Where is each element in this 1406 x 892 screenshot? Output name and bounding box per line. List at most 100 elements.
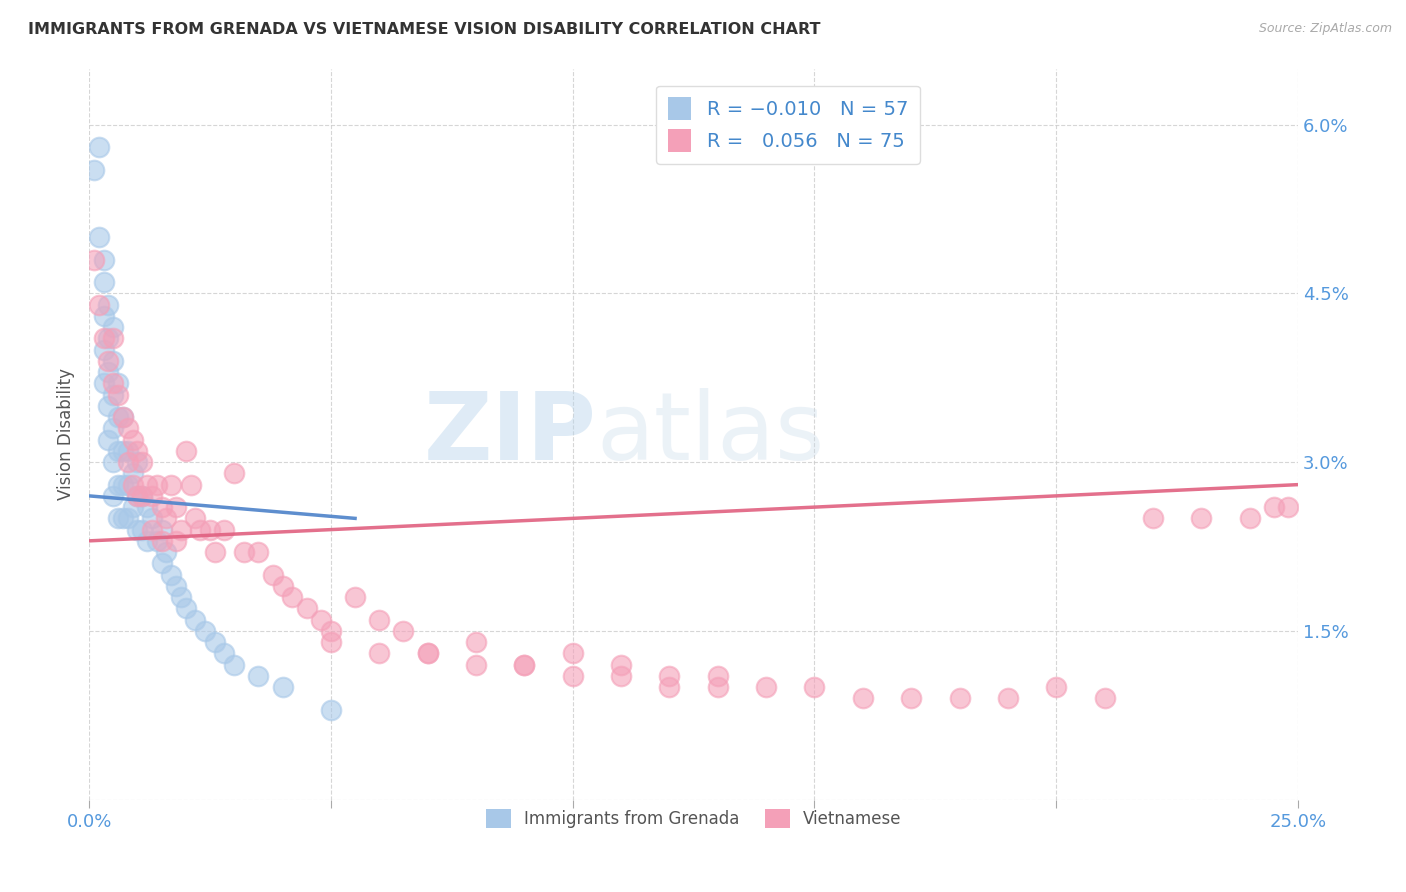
Point (103, 489, 125, 503)
Point (170, 590, 193, 604)
Point (561, 669, 583, 683)
Point (107, 376, 129, 391)
Point (1094, 691, 1116, 706)
Point (170, 523, 193, 537)
Point (174, 601, 197, 615)
Point (141, 511, 163, 525)
Point (561, 646, 583, 660)
Point (103, 354, 125, 368)
Point (1277, 500, 1299, 515)
Point (755, 680, 778, 694)
Point (141, 489, 163, 503)
Point (127, 489, 149, 503)
Point (658, 680, 681, 694)
Point (117, 421, 139, 435)
Point (160, 567, 183, 582)
Point (465, 635, 488, 649)
Point (87, 140, 110, 154)
Text: Source: ZipAtlas.com: Source: ZipAtlas.com (1258, 22, 1392, 36)
Point (103, 421, 125, 435)
Point (117, 511, 139, 525)
Point (121, 467, 143, 481)
Point (184, 613, 207, 627)
Point (204, 545, 226, 559)
Point (232, 545, 254, 559)
Legend: Immigrants from Grenada, Vietnamese: Immigrants from Grenada, Vietnamese (479, 803, 908, 835)
Point (117, 443, 139, 458)
Point (146, 477, 169, 491)
Point (281, 590, 304, 604)
Point (214, 523, 236, 537)
Point (93, 331, 115, 345)
Point (262, 567, 284, 582)
Point (309, 613, 332, 627)
Point (319, 702, 342, 716)
Point (127, 523, 149, 537)
Point (97, 298, 120, 312)
Point (416, 646, 439, 660)
Point (93, 275, 115, 289)
Point (155, 511, 177, 525)
Point (103, 376, 125, 391)
Point (1142, 511, 1164, 525)
Point (465, 657, 488, 672)
Point (155, 545, 177, 559)
Point (103, 331, 125, 345)
Point (224, 467, 246, 481)
Point (136, 500, 159, 515)
Point (295, 601, 318, 615)
Point (658, 669, 681, 683)
Point (1045, 680, 1067, 694)
Point (107, 477, 129, 491)
Point (368, 613, 391, 627)
Point (224, 657, 246, 672)
Point (948, 691, 970, 706)
Point (165, 579, 187, 593)
Point (188, 523, 211, 537)
Point (706, 680, 728, 694)
Point (416, 646, 439, 660)
Point (214, 646, 236, 660)
Point (97, 331, 120, 345)
Point (103, 320, 125, 334)
Point (150, 523, 173, 537)
Point (87, 230, 110, 244)
Point (136, 477, 159, 491)
Point (160, 477, 183, 491)
Point (111, 511, 134, 525)
Point (131, 489, 153, 503)
Point (513, 657, 536, 672)
Point (97, 365, 120, 379)
Point (97, 399, 120, 413)
Point (107, 443, 129, 458)
Point (131, 489, 153, 503)
Point (117, 477, 139, 491)
Point (204, 635, 226, 649)
Point (1239, 511, 1261, 525)
Point (121, 477, 143, 491)
Point (150, 557, 173, 571)
Point (706, 669, 728, 683)
Point (392, 624, 415, 638)
Text: atlas: atlas (598, 388, 825, 480)
Point (127, 489, 149, 503)
Point (852, 691, 875, 706)
Point (174, 443, 197, 458)
Point (97, 433, 120, 447)
Point (150, 533, 173, 548)
Point (107, 387, 129, 401)
Point (180, 477, 202, 491)
Point (900, 691, 922, 706)
Point (368, 646, 391, 660)
Point (344, 590, 367, 604)
Point (165, 533, 187, 548)
Point (319, 624, 342, 638)
Point (997, 691, 1019, 706)
Point (83, 252, 105, 267)
Point (271, 579, 294, 593)
Point (131, 455, 153, 469)
Point (111, 477, 134, 491)
Point (247, 669, 270, 683)
Point (141, 523, 163, 537)
Point (319, 635, 342, 649)
